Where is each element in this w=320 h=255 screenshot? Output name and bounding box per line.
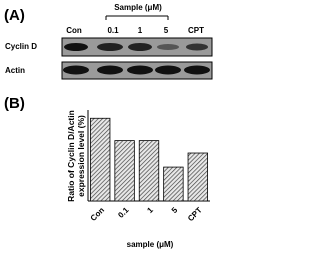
- lane-label: 0.1: [107, 26, 119, 35]
- bar: [114, 140, 135, 202]
- x-tick-label: 0.1: [116, 205, 131, 220]
- bar: [163, 166, 184, 202]
- x-tick-label: Con: [89, 205, 106, 222]
- bar: [187, 152, 208, 202]
- panel-label: (A): [4, 7, 25, 24]
- x-tick-label: 1: [145, 205, 155, 215]
- chart: (A) Sample (μM) Con 0.1 1 5 CPT Cyclin D…: [4, 3, 213, 249]
- bands: [63, 43, 210, 75]
- y-axis-label: Ratio of Cyclin D/Actin expression level…: [66, 110, 86, 202]
- bar: [90, 117, 111, 202]
- x-tick-label: 5: [170, 205, 180, 215]
- figure: (A) Sample (μM) Con 0.1 1 5 CPT Cyclin D…: [4, 3, 213, 250]
- group-label: Sample (μM): [114, 3, 162, 12]
- lane-label: CPT: [188, 26, 204, 35]
- lane-label: 5: [164, 26, 169, 35]
- lane-label: Con: [66, 26, 82, 35]
- row-label: Cyclin D: [5, 42, 37, 51]
- panel-label: (B): [4, 95, 25, 112]
- bar: [138, 140, 160, 202]
- lane-label: 1: [138, 26, 143, 35]
- row-label: Actin: [5, 66, 25, 75]
- x-axis-label: sample (μM): [127, 240, 174, 249]
- x-tick-label: CPT: [186, 205, 204, 223]
